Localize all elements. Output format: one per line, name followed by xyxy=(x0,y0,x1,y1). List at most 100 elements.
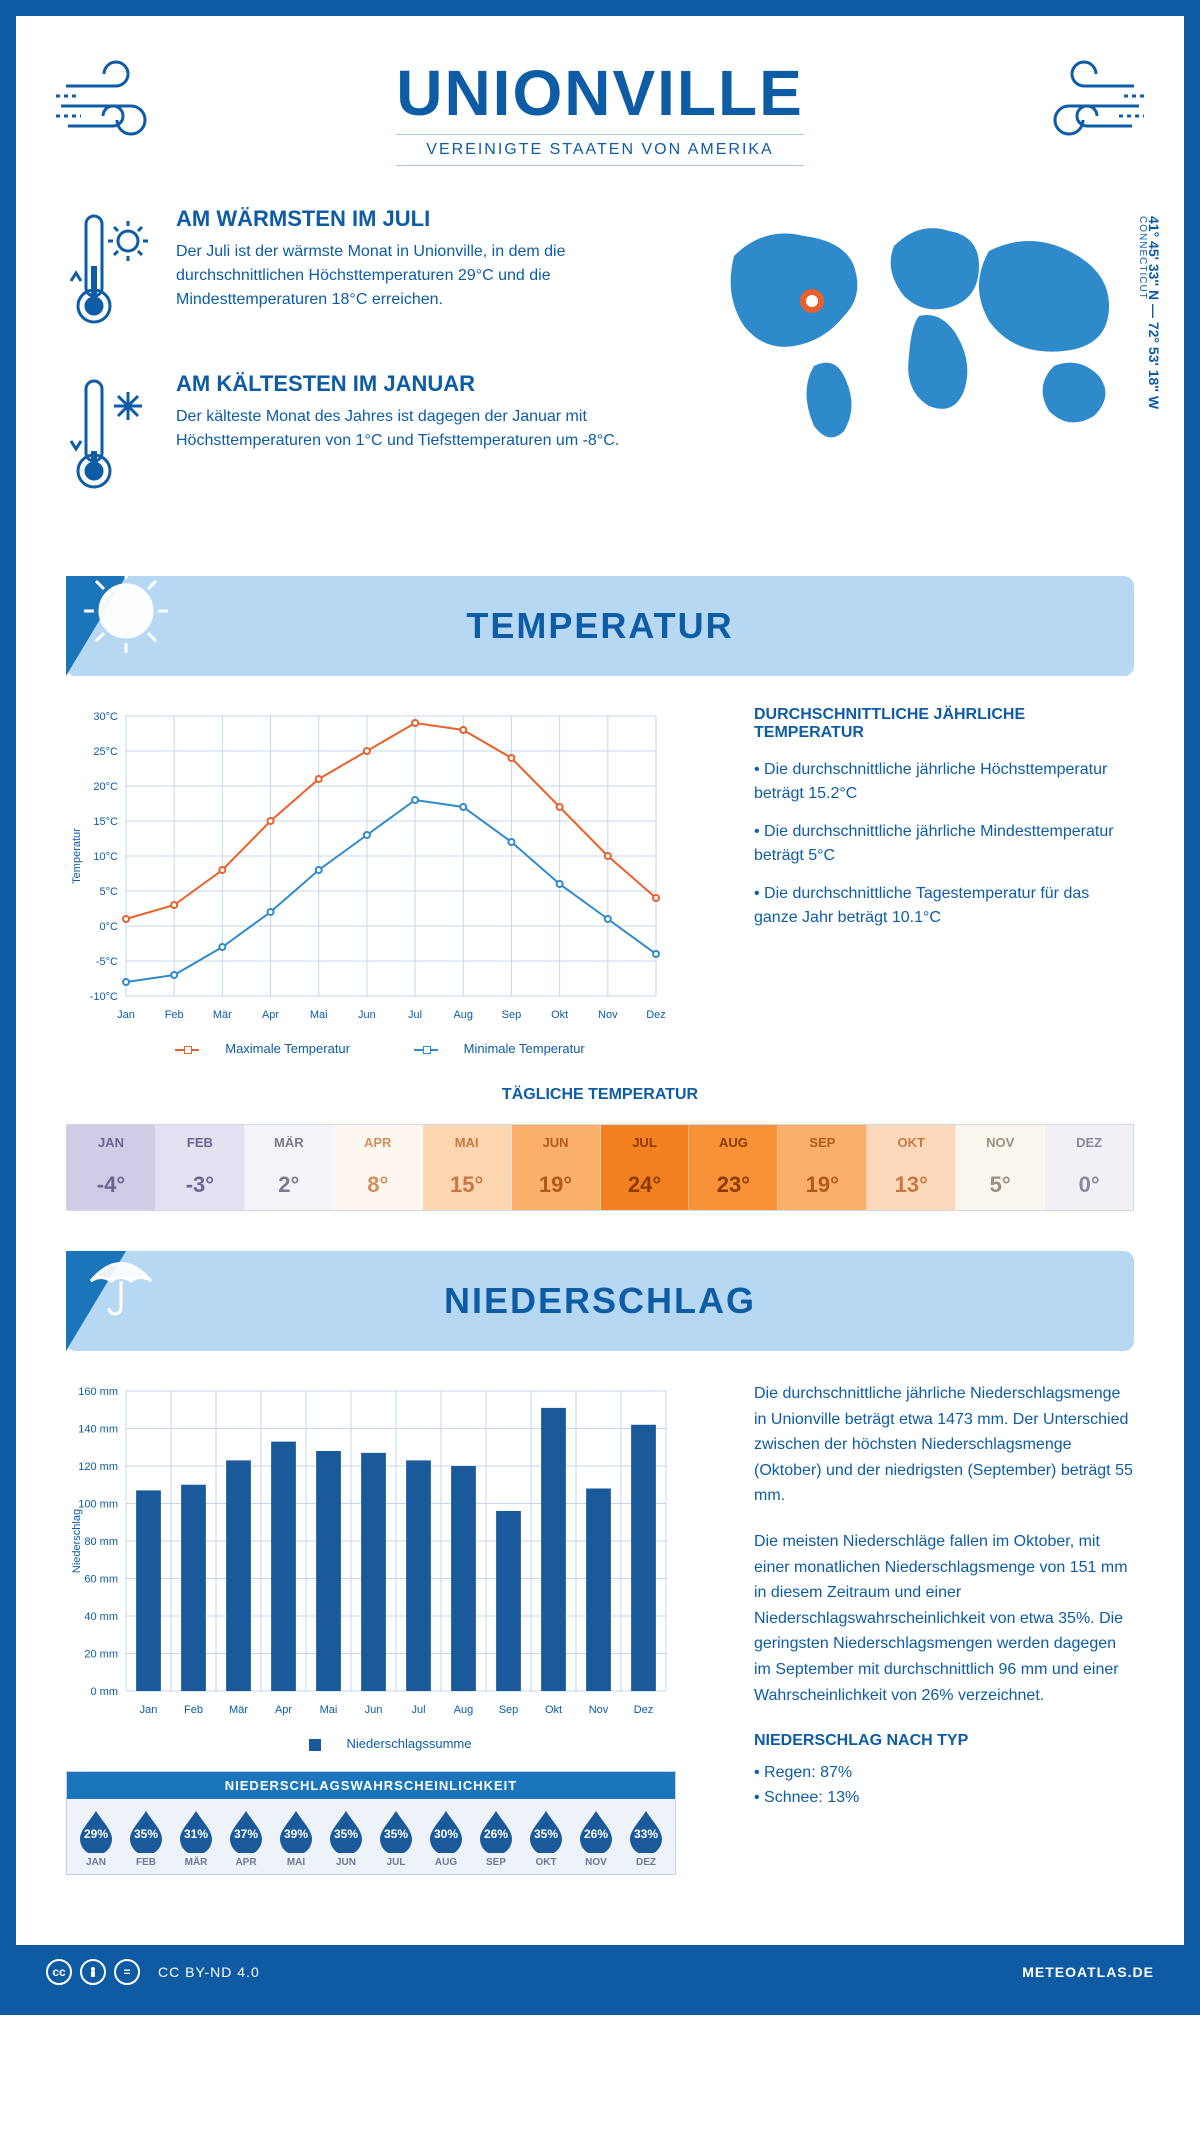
prob-cell: 30% AUG xyxy=(421,1809,471,1868)
precip-chart-legend: Niederschlagssumme xyxy=(66,1736,714,1751)
footer: cc = CC BY-ND 4.0 METEOATLAS.DE xyxy=(16,1945,1184,1999)
svg-text:120 mm: 120 mm xyxy=(78,1461,118,1473)
svg-text:25°C: 25°C xyxy=(93,746,118,758)
license-badges: cc = CC BY-ND 4.0 xyxy=(46,1959,260,1985)
state-label: CONNECTICUT xyxy=(1137,216,1148,300)
header: UNIONVILLE VEREINIGTE STAATEN VON AMERIK… xyxy=(66,56,1134,166)
sun-icon xyxy=(76,561,176,661)
svg-text:10°C: 10°C xyxy=(93,851,118,863)
warmest-text: Der Juli ist der wärmste Monat in Unionv… xyxy=(176,240,664,312)
daily-temp-cell: OKT 13° xyxy=(867,1125,956,1210)
daily-temp-cell: SEP 19° xyxy=(778,1125,867,1210)
coldest-title: AM KÄLTESTEN IM JANUAR xyxy=(176,371,664,397)
svg-text:Jun: Jun xyxy=(365,1704,383,1716)
precipitation-heading: NIEDERSCHLAG xyxy=(66,1280,1134,1322)
svg-text:40 mm: 40 mm xyxy=(84,1611,118,1623)
precip-para-1: Die durchschnittliche jährliche Niedersc… xyxy=(754,1381,1134,1509)
daily-temp-heading: TÄGLICHE TEMPERATUR xyxy=(66,1086,1134,1104)
prob-cell: 29% JAN xyxy=(71,1809,121,1868)
svg-text:20 mm: 20 mm xyxy=(84,1649,118,1661)
city-name: UNIONVILLE xyxy=(66,56,1134,130)
svg-text:80 mm: 80 mm xyxy=(84,1536,118,1548)
precipitation-bar-chart: 0 mm20 mm40 mm60 mm80 mm100 mm120 mm140 … xyxy=(66,1381,714,1915)
thermometer-hot-icon xyxy=(66,206,156,341)
by-icon xyxy=(80,1959,106,1985)
coordinates: 41° 45' 33'' N — 72° 53' 18'' W xyxy=(1146,216,1162,409)
svg-text:Jun: Jun xyxy=(358,1009,376,1021)
coldest-text: Der kälteste Monat des Jahres ist dagege… xyxy=(176,405,664,453)
daily-temp-cell: APR 8° xyxy=(334,1125,423,1210)
precip-type-title: NIEDERSCHLAG NACH TYP xyxy=(754,1728,1134,1754)
prob-table-title: NIEDERSCHLAGSWAHRSCHEINLICHKEIT xyxy=(67,1772,675,1799)
prob-cell: 37% APR xyxy=(221,1809,271,1868)
prob-cell: 31% MÄR xyxy=(171,1809,221,1868)
daily-temp-cell: JUN 19° xyxy=(512,1125,601,1210)
precipitation-probability-table: NIEDERSCHLAGSWAHRSCHEINLICHKEIT 29% JAN … xyxy=(66,1771,676,1875)
svg-text:Jul: Jul xyxy=(408,1009,422,1021)
nd-icon: = xyxy=(114,1959,140,1985)
svg-text:Sep: Sep xyxy=(499,1704,519,1716)
coldest-fact: AM KÄLTESTEN IM JANUAR Der kälteste Mona… xyxy=(66,371,664,506)
daily-temp-cell: MAI 15° xyxy=(423,1125,512,1210)
svg-text:0°C: 0°C xyxy=(100,921,119,933)
temperature-section-header: TEMPERATUR xyxy=(66,576,1134,676)
svg-text:Okt: Okt xyxy=(545,1704,562,1716)
svg-text:Nov: Nov xyxy=(598,1009,618,1021)
svg-text:140 mm: 140 mm xyxy=(78,1424,118,1436)
country-name: VEREINIGTE STAATEN VON AMERIKA xyxy=(396,134,803,166)
temperature-info: DURCHSCHNITTLICHE JÄHRLICHE TEMPERATUR •… xyxy=(754,706,1134,1056)
temp-info-title: DURCHSCHNITTLICHE JÄHRLICHE TEMPERATUR xyxy=(754,706,1134,742)
daily-temp-cell: JAN -4° xyxy=(67,1125,156,1210)
svg-text:15°C: 15°C xyxy=(93,816,118,828)
daily-temp-cell: FEB -3° xyxy=(156,1125,245,1210)
license-text: CC BY-ND 4.0 xyxy=(158,1964,260,1980)
cc-icon: cc xyxy=(46,1959,72,1985)
prob-cell: 35% FEB xyxy=(121,1809,171,1868)
precip-type-rain: • Regen: 87% xyxy=(754,1760,1134,1786)
location-marker xyxy=(803,292,821,310)
temp-bullet-1: • Die durchschnittliche jährliche Höchst… xyxy=(754,758,1134,806)
svg-text:Aug: Aug xyxy=(454,1704,474,1716)
prob-cell: 35% JUN xyxy=(321,1809,371,1868)
precip-para-2: Die meisten Niederschläge fallen im Okto… xyxy=(754,1529,1134,1708)
svg-text:Temperatur: Temperatur xyxy=(71,828,83,884)
svg-text:Okt: Okt xyxy=(551,1009,568,1021)
svg-text:Feb: Feb xyxy=(165,1009,184,1021)
prob-cell: 39% MAI xyxy=(271,1809,321,1868)
svg-text:Mär: Mär xyxy=(229,1704,248,1716)
umbrella-icon xyxy=(76,1236,166,1326)
svg-text:Jul: Jul xyxy=(411,1704,425,1716)
svg-text:60 mm: 60 mm xyxy=(84,1574,118,1586)
svg-text:Sep: Sep xyxy=(502,1009,522,1021)
precipitation-section-header: NIEDERSCHLAG xyxy=(66,1251,1134,1351)
precipitation-info: Die durchschnittliche jährliche Niedersc… xyxy=(754,1381,1134,1915)
infographic-container: UNIONVILLE VEREINIGTE STAATEN VON AMERIK… xyxy=(0,0,1200,2015)
svg-text:100 mm: 100 mm xyxy=(78,1499,118,1511)
svg-text:Aug: Aug xyxy=(453,1009,473,1021)
svg-text:-5°C: -5°C xyxy=(96,956,118,968)
temp-bullet-2: • Die durchschnittliche jährliche Mindes… xyxy=(754,820,1134,868)
svg-text:Niederschlag: Niederschlag xyxy=(71,1509,83,1573)
prob-cell: 33% DEZ xyxy=(621,1809,671,1868)
daily-temp-cell: AUG 23° xyxy=(689,1125,778,1210)
svg-text:160 mm: 160 mm xyxy=(78,1386,118,1398)
temperature-line-chart: -10°C-5°C0°C5°C10°C15°C20°C25°C30°CJanFe… xyxy=(66,706,714,1056)
thermometer-cold-icon xyxy=(66,371,156,506)
temperature-heading: TEMPERATUR xyxy=(66,605,1134,647)
svg-text:30°C: 30°C xyxy=(93,711,118,723)
daily-temp-cell: DEZ 0° xyxy=(1045,1125,1133,1210)
svg-text:-10°C: -10°C xyxy=(90,991,118,1003)
world-map: 41° 45' 33'' N — 72° 53' 18'' W CONNECTI… xyxy=(694,206,1134,536)
svg-text:Dez: Dez xyxy=(646,1009,666,1021)
prob-cell: 35% JUL xyxy=(371,1809,421,1868)
prob-cell: 26% NOV xyxy=(571,1809,621,1868)
svg-text:Mai: Mai xyxy=(310,1009,328,1021)
svg-text:Mai: Mai xyxy=(320,1704,338,1716)
svg-text:5°C: 5°C xyxy=(100,886,119,898)
temp-chart-legend: Maximale Temperatur Minimale Temperatur xyxy=(66,1041,714,1056)
prob-cell: 35% OKT xyxy=(521,1809,571,1868)
precip-type-snow: • Schnee: 13% xyxy=(754,1785,1134,1811)
svg-text:Mär: Mär xyxy=(213,1009,232,1021)
svg-text:Jan: Jan xyxy=(140,1704,158,1716)
svg-text:Dez: Dez xyxy=(634,1704,654,1716)
